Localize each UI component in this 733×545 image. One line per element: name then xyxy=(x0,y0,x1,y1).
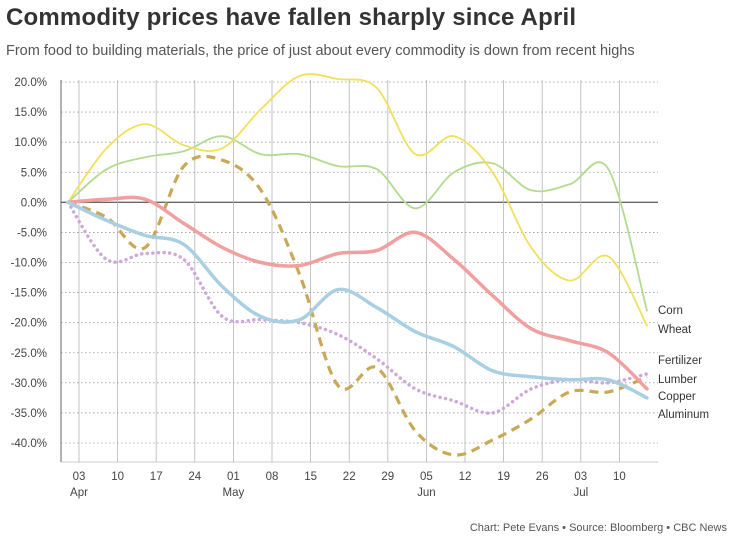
series-layer xyxy=(66,73,649,457)
y-tick-label: 20.0% xyxy=(14,77,47,89)
series-label-aluminum: Aluminum xyxy=(658,409,709,421)
y-tick-label: -40.0% xyxy=(11,438,47,450)
y-tick-label: -15.0% xyxy=(11,288,47,300)
x-tick-label: 19 xyxy=(497,471,510,483)
x-tick-label: 03 xyxy=(574,471,587,483)
series-label-layer: Corn Wheat Fertilizer Lumber Copper Aluminum xyxy=(658,305,709,421)
page-subtitle: From food to building materials, the pri… xyxy=(6,43,635,59)
series-line-aluminum xyxy=(66,200,649,400)
grid-layer xyxy=(60,80,658,463)
x-tick-label: 01 xyxy=(227,471,240,483)
x-month-label: May xyxy=(223,487,245,499)
y-tick-label: 15.0% xyxy=(14,107,47,119)
x-tick-label: 10 xyxy=(613,471,626,483)
y-axis-ticks: 20.0% 15.0% 10.0% 5.0% 0.0% -5.0% -10.0% -15.0%… xyxy=(11,77,47,450)
x-tick-label: 29 xyxy=(381,471,394,483)
x-month-label: Apr xyxy=(70,487,88,499)
y-tick-label: -30.0% xyxy=(11,378,47,390)
series-label-copper: Copper xyxy=(658,391,696,403)
x-tick-label: 22 xyxy=(343,471,356,483)
y-tick-label: 0.0% xyxy=(21,197,47,209)
y-tick-label: -10.0% xyxy=(11,258,47,270)
y-tick-label: 10.0% xyxy=(14,137,47,149)
x-tick-label: 12 xyxy=(459,471,472,483)
series-label-wheat: Wheat xyxy=(658,324,692,336)
y-tick-label: -20.0% xyxy=(11,318,47,330)
x-tick-label: 26 xyxy=(536,471,549,483)
chart-credit: Chart: Pete Evans • Source: Bloomberg • … xyxy=(469,522,727,534)
x-tick-label: 05 xyxy=(420,471,433,483)
x-tick-label: 17 xyxy=(150,471,163,483)
series-line-lumber xyxy=(67,154,648,457)
series-label-lumber: Lumber xyxy=(658,374,697,386)
series-line-copper xyxy=(66,195,649,391)
x-tick-label: 08 xyxy=(266,471,279,483)
series-line-wheat xyxy=(67,73,648,327)
y-tick-label: -5.0% xyxy=(17,227,47,239)
page-title: Commodity prices have fallen sharply sin… xyxy=(6,4,577,31)
x-tick-label: 24 xyxy=(188,471,201,483)
series-label-fertilizer: Fertilizer xyxy=(658,355,702,367)
x-axis-ticks: 03 10 17 24 01 08 15 22 29 05 12 19 26 03 10 Apr May Jun J… xyxy=(70,471,626,499)
x-tick-label: 03 xyxy=(73,471,86,483)
x-tick-label: 10 xyxy=(111,471,124,483)
x-month-label: Jul xyxy=(573,487,588,499)
y-tick-label: 5.0% xyxy=(21,167,47,179)
series-line-corn xyxy=(67,135,648,312)
y-tick-label: -25.0% xyxy=(11,348,47,360)
x-tick-label: 15 xyxy=(304,471,317,483)
y-tick-label: -35.0% xyxy=(11,408,47,420)
x-month-label: Jun xyxy=(417,487,436,499)
series-label-corn: Corn xyxy=(658,305,683,317)
